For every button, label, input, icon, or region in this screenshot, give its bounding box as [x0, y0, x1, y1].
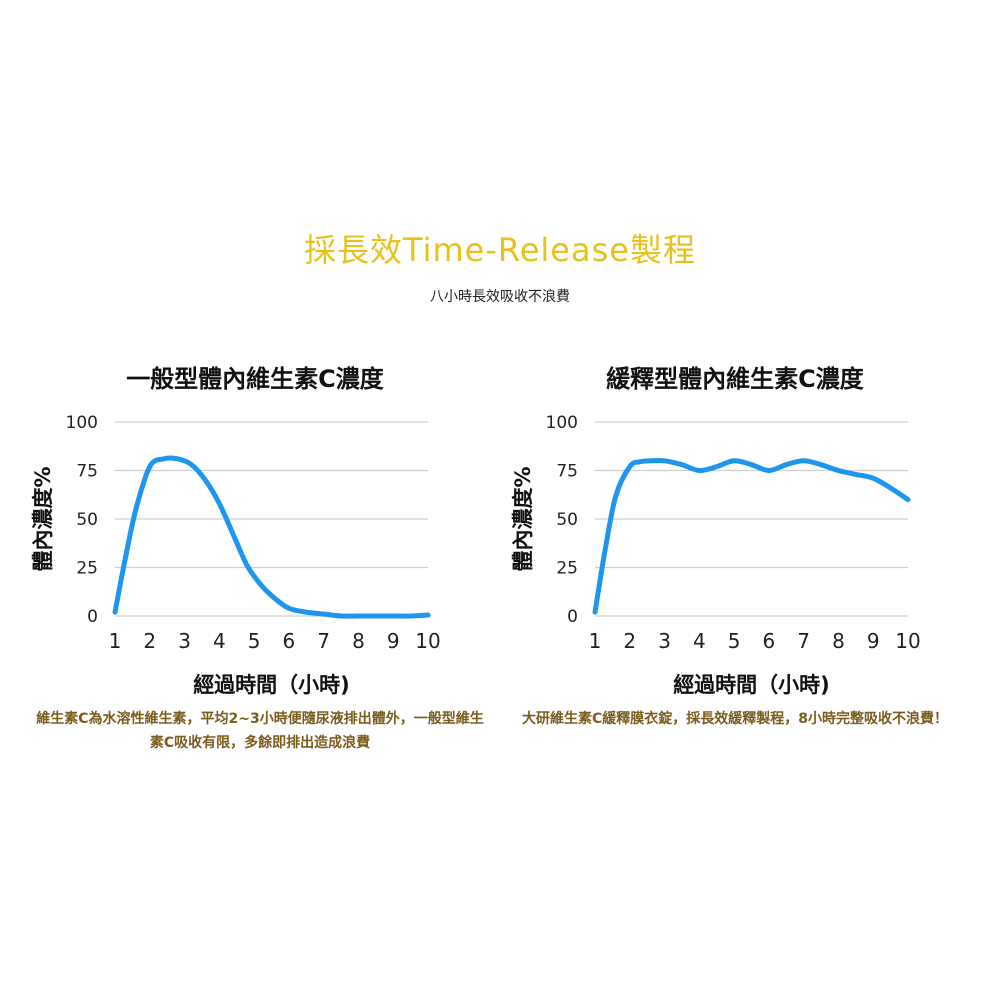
caption-regular: 維生素C為水溶性維生素，平均2~3小時便隨尿液排出體外，一般型維生素C吸收有限，…: [36, 711, 484, 751]
x-tick-label: 1: [109, 629, 122, 653]
y-tick-label: 25: [556, 559, 578, 579]
y-tick-label: 100: [66, 413, 98, 433]
chart-panel-sustained: 緩釋型體內維生素C濃度 0 25 50 75 100 1 2 3 4 5 6 7 8 9 10 經過時間（小時…: [500, 355, 970, 775]
y-tick-label: 0: [87, 607, 98, 627]
x-tick-label: 1: [589, 629, 602, 653]
x-tick-label: 10: [895, 629, 920, 653]
x-tick-label: 9: [867, 629, 880, 653]
y-axis-label: 體內濃度%: [511, 466, 535, 571]
chart-regular: 0 25 50 75 100 1 2 3 4 5 6 7 8 9 10 經過時間（小時) 體內濃度%: [31, 413, 441, 697]
y-tick-label: 75: [76, 462, 98, 482]
x-tick-label: 4: [693, 629, 706, 653]
page-subtitle: 八小時長效吸收不浪費: [430, 289, 570, 305]
y-tick-label: 25: [76, 559, 98, 579]
y-tick-label: 75: [556, 462, 578, 482]
x-tick-label: 4: [213, 629, 226, 653]
caption-sustained: 大研維生素C緩釋膜衣錠，採長效緩釋製程，8小時完整吸收不浪費！: [521, 711, 948, 727]
x-tick-label: 8: [832, 629, 845, 653]
x-tick-label: 7: [317, 629, 330, 653]
x-tick-label: 6: [283, 629, 296, 653]
x-tick-label: 2: [623, 629, 636, 653]
x-tick-label: 7: [797, 629, 810, 653]
x-tick-label: 8: [352, 629, 365, 653]
x-tick-label: 3: [658, 629, 671, 653]
chart-panel-regular: 一般型體內維生素C濃度 0 25 50 75 100 1 2 3 4 5 6 7 8 9 10 經過時間（小時…: [20, 355, 490, 775]
y-tick-label: 50: [76, 510, 98, 530]
x-tick-label: 3: [178, 629, 191, 653]
y-axis-label: 體內濃度%: [31, 466, 55, 571]
x-axis-label: 經過時間（小時): [673, 673, 830, 697]
chart-title-sustained: 緩釋型體內維生素C濃度: [606, 365, 864, 393]
chart-sustained: 0 25 50 75 100 1 2 3 4 5 6 7 8 9 10 經過時間（小時) 體內濃度%: [511, 413, 921, 697]
x-tick-label: 10: [415, 629, 440, 653]
y-tick-label: 50: [556, 510, 578, 530]
page-title: 採長效Time-Release製程: [304, 231, 696, 269]
series-line: [112, 455, 431, 619]
y-tick-label: 0: [567, 607, 578, 627]
y-tick-label: 100: [546, 413, 578, 433]
x-tick-label: 6: [763, 629, 776, 653]
x-tick-label: 5: [248, 629, 261, 653]
series-line: [592, 457, 911, 615]
x-tick-label: 9: [387, 629, 400, 653]
x-tick-label: 2: [143, 629, 156, 653]
chart-title-regular: 一般型體內維生素C濃度: [126, 365, 384, 393]
x-axis-label: 經過時間（小時): [193, 673, 350, 697]
x-tick-label: 5: [728, 629, 741, 653]
